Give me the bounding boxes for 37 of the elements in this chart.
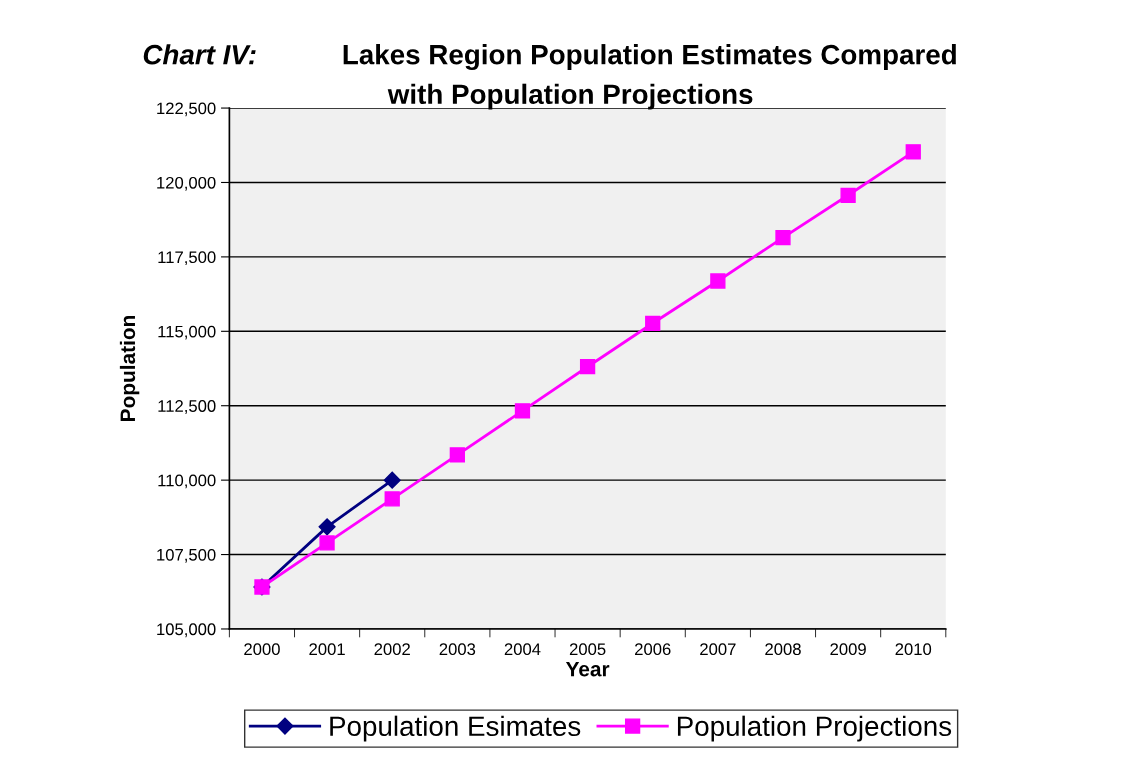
- point: [318, 518, 336, 536]
- x-tick-label: 2002: [374, 643, 410, 656]
- chart-title: Lakes Region Population Estimates Compared with Population Projections: [343, 44, 956, 110]
- x-tick-label: 2004: [504, 643, 541, 656]
- point: [775, 229, 791, 246]
- point: [319, 535, 335, 551]
- x-tick-label: 2007: [700, 643, 736, 656]
- y-tick-label: 107,500: [157, 548, 216, 563]
- point: [514, 403, 531, 419]
- y-tick-label: 120,000: [157, 176, 216, 191]
- x-tick-label: 2008: [765, 643, 801, 656]
- y-tick-label: 117,500: [158, 251, 216, 266]
- point: [579, 359, 596, 375]
- y-tick-label: 112,500: [158, 400, 216, 414]
- point: [645, 315, 661, 331]
- point: [905, 144, 921, 160]
- legend-label: Population Esimates: [330, 715, 581, 742]
- x-tick-label: 2010: [895, 643, 932, 656]
- y-tick-label: 105,000: [157, 623, 216, 638]
- y-tick-label: 110,000: [158, 474, 216, 489]
- point: [384, 491, 400, 507]
- text: Chart IV:: [143, 44, 256, 65]
- x-axis-title: Year: [565, 661, 610, 677]
- x-tick-label: 2001: [309, 643, 345, 656]
- x-tick-label: 2005: [569, 643, 606, 656]
- y-tick-label: 115,000: [158, 325, 216, 340]
- point: [840, 187, 856, 203]
- point: [710, 273, 726, 289]
- x-tick-label: 2006: [635, 643, 671, 656]
- x-tick-label: 2000: [244, 643, 280, 656]
- legend-label: Population Projections: [677, 715, 952, 742]
- point: [449, 447, 465, 463]
- y-tick-label: 122,500: [157, 102, 216, 117]
- x-tick-label: 2009: [830, 643, 866, 656]
- point: [383, 471, 401, 489]
- x-tick-label: 2003: [439, 643, 476, 656]
- y-axis-title: Population: [119, 315, 140, 421]
